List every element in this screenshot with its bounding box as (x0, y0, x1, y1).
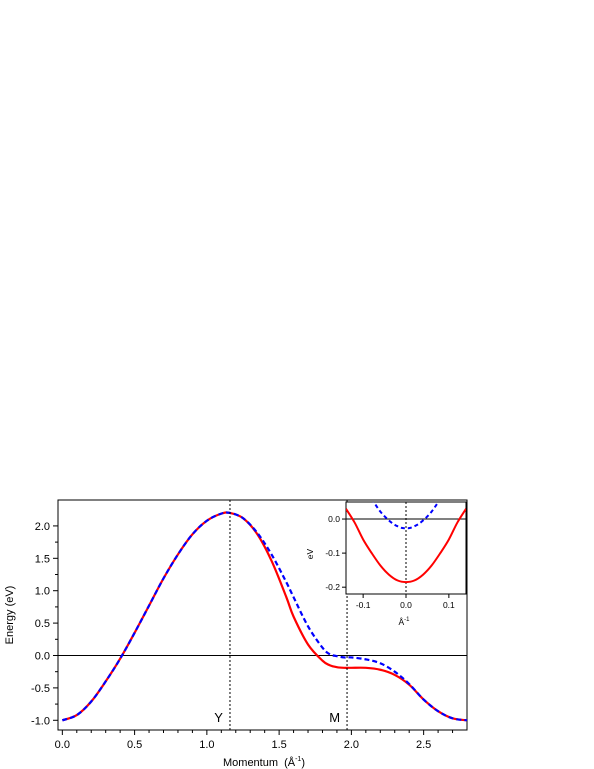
marker-label-m: M (329, 710, 340, 725)
main-y-tick-label: -1.0 (31, 715, 50, 727)
inset-y-tick-label: -0.2 (325, 582, 340, 592)
main-y-axis-label: Energy (eV) (4, 586, 16, 645)
main-y-tick-label: 1.5 (35, 553, 50, 565)
inset-x-tick-label: -0.1 (356, 600, 371, 610)
main-plot-frame (57, 499, 468, 731)
inset-x-tick-label: 0.1 (443, 600, 455, 610)
inset-series-solid-red (346, 508, 466, 584)
main-y-tick-label: 0.0 (35, 650, 50, 662)
inset-x-axis-label: Å-1 (398, 617, 410, 627)
main-x-tick-label: 2.0 (344, 739, 359, 751)
inset-y-axis-label: eV (305, 548, 315, 559)
marker-label-y: Y (214, 710, 223, 725)
main-x-tick-label: 0.0 (55, 739, 70, 751)
main-x-tick-label: 0.5 (127, 739, 142, 751)
main-x-tick-label: 1.5 (271, 739, 286, 751)
inset-chart: -0.1 0.0 0.1 0.0 -0.1 -0.2 eV Å-1 (305, 501, 467, 627)
main-x-tick-label: 1.0 (199, 739, 214, 751)
inset-x-tick-label: 0.0 (400, 600, 412, 610)
inset-y-tick-label: 0.0 (328, 514, 340, 524)
inset-y-tick-label: -0.1 (325, 548, 340, 558)
main-x-axis-label: Momentum (Å-1) (223, 756, 305, 769)
main-chart: 0.0 0.5 1.0 1.5 2.0 2.5 -1.0 -0.5 0.0 0.5 1.0 1.5 2.… (4, 499, 468, 769)
main-y-tick-label: 0.5 (35, 618, 50, 630)
main-series-solid-red (61, 511, 467, 722)
main-series-dashed-blue (61, 511, 467, 722)
main-y-tick-label: 2.0 (35, 521, 50, 533)
main-x-tick-label: 2.5 (416, 739, 431, 751)
main-y-tick-label: -0.5 (31, 683, 50, 695)
main-y-tick-label: 1.0 (35, 586, 50, 598)
